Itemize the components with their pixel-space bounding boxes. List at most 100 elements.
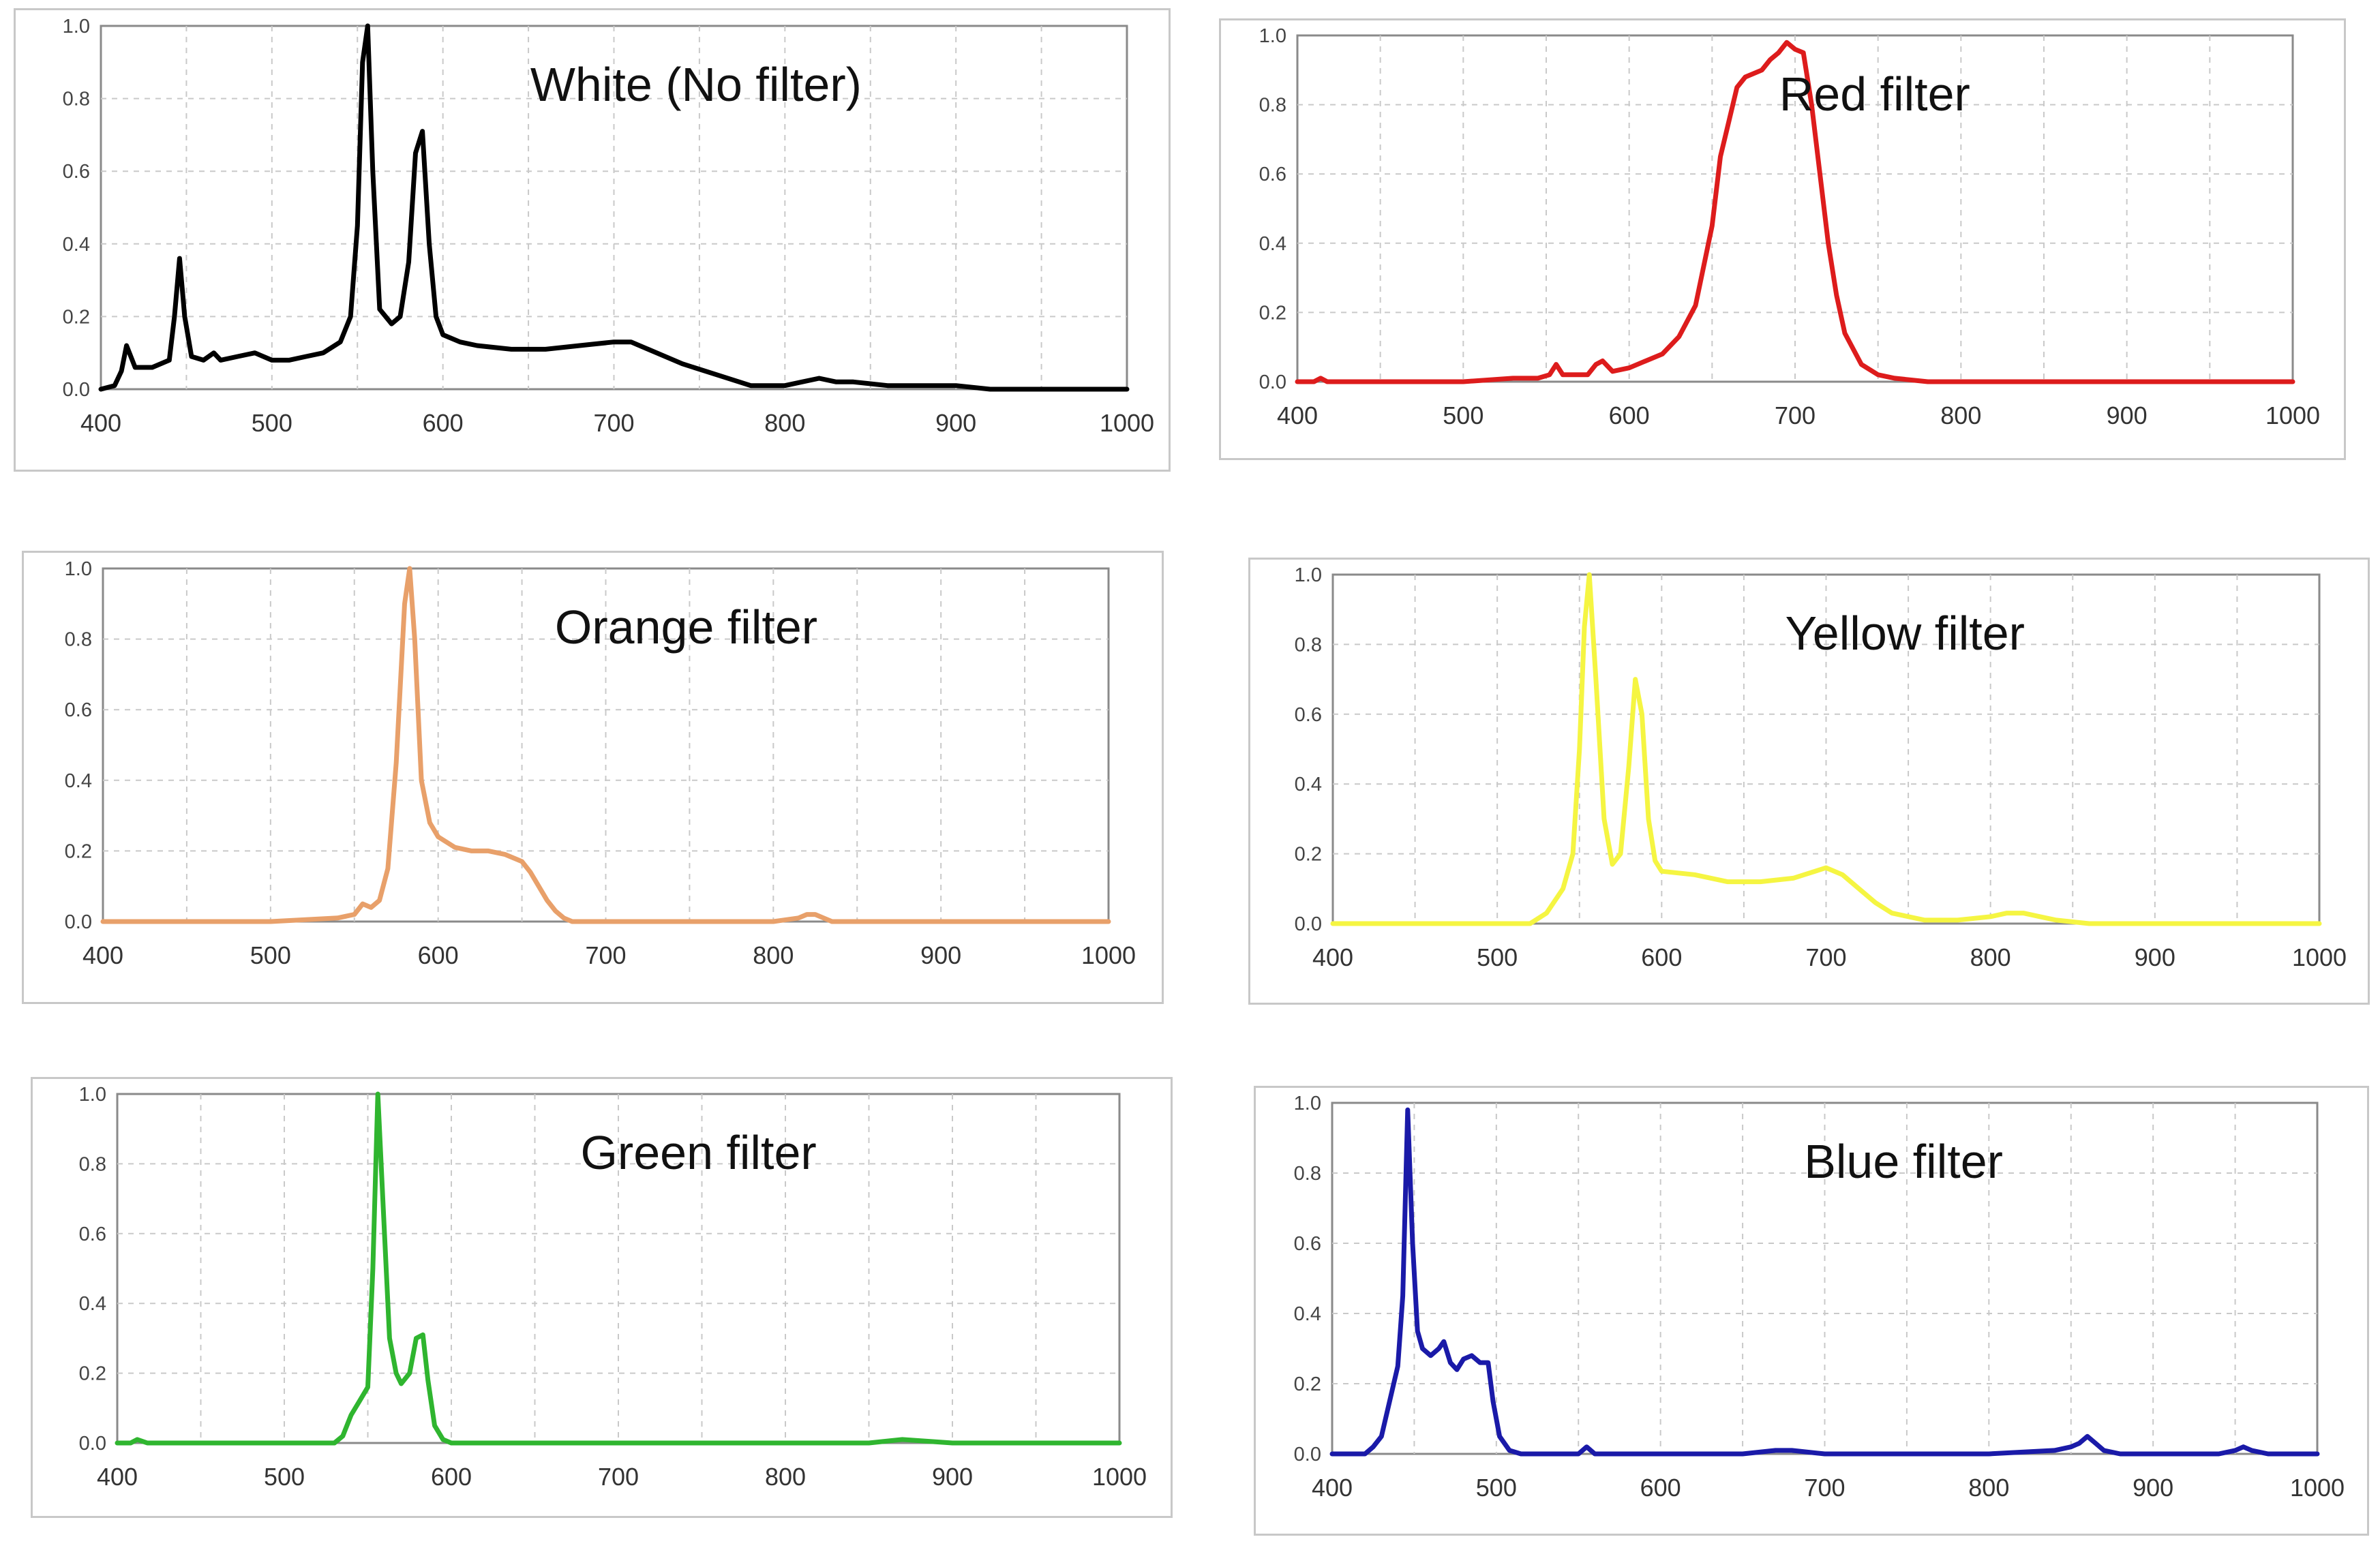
chart-panel-orange: 0.0 0.2 0.4 0.6 0.8 1.0 400 500 600 700 800 900 1000… <box>22 551 1164 1004</box>
x-tick-label: 900 <box>920 941 961 969</box>
x-tick-label: 700 <box>1804 1474 1845 1502</box>
x-tick-label: 400 <box>1277 401 1318 429</box>
series-line <box>1330 572 2322 926</box>
x-tick-label: 1000 <box>1081 941 1136 969</box>
x-tick-label: 1000 <box>1100 409 1154 437</box>
x-tick-label: 1000 <box>2292 943 2347 971</box>
chart-panel-yellow: 0.0 0.2 0.4 0.6 0.8 1.0 400 500 600 700 800 900 1000… <box>1248 558 2370 1005</box>
chart-panel-green: 0.0 0.2 0.4 0.6 0.8 1.0 400 500 600 700 800 900 1000… <box>31 1077 1173 1518</box>
x-tick-label: 800 <box>765 1463 806 1491</box>
y-tick-label: 0.6 <box>1294 1233 1321 1255</box>
x-tick-label: 900 <box>2133 1474 2173 1502</box>
series-line <box>115 1091 1122 1446</box>
chart-blue-filter: 0.0 0.2 0.4 0.6 0.8 1.0 400 500 600 700 800 900 1000… <box>1294 1093 2345 1502</box>
x-tick-label: 900 <box>935 409 976 437</box>
x-tick-label: 600 <box>418 941 459 969</box>
y-tick-label: 0.6 <box>79 1224 106 1245</box>
y-tick-label: 0.6 <box>63 161 90 183</box>
y-tick-label: 0.2 <box>1294 1373 1321 1395</box>
x-tick-label: 400 <box>1312 943 1353 971</box>
x-tick-label: 800 <box>753 941 794 969</box>
chart-title: Red filter <box>1779 67 1970 121</box>
x-tick-label: 900 <box>932 1463 973 1491</box>
x-tick-label: 700 <box>593 409 634 437</box>
x-tick-label: 500 <box>252 409 292 437</box>
x-tick-label: 500 <box>1476 1474 1517 1502</box>
x-tick-label: 400 <box>1312 1474 1353 1502</box>
x-tick-label: 900 <box>2107 401 2148 429</box>
x-tick-label: 600 <box>1641 943 1682 971</box>
x-tick-label: 600 <box>1640 1474 1681 1502</box>
y-tick-label: 0.0 <box>63 379 90 401</box>
series-line <box>1329 1107 2320 1457</box>
series-line <box>100 566 1111 924</box>
chart-white-no-filter: 0.0 0.2 0.4 0.6 0.8 1.0 400 500 600 700 800 900 1000… <box>63 16 1154 437</box>
y-tick-label: 0.4 <box>1295 774 1322 795</box>
y-tick-label: 1.0 <box>65 558 92 580</box>
y-tick-label: 1.0 <box>1259 25 1286 47</box>
y-tick-label: 0.8 <box>79 1153 106 1175</box>
y-tick-label: 1.0 <box>79 1084 106 1106</box>
y-tick-label: 0.6 <box>1259 164 1286 185</box>
x-tick-label: 500 <box>1443 401 1483 429</box>
y-tick-label: 0.2 <box>1295 844 1322 866</box>
y-tick-label: 0.2 <box>1259 302 1286 324</box>
x-tick-label: 1000 <box>1092 1463 1147 1491</box>
y-tick-label: 0.6 <box>65 699 92 721</box>
x-tick-label: 800 <box>1940 401 1981 429</box>
y-tick-label: 0.2 <box>79 1363 106 1385</box>
x-tick-label: 800 <box>1968 1474 2009 1502</box>
chart-title: Orange filter <box>555 601 817 654</box>
y-tick-label: 0.8 <box>63 89 90 110</box>
y-tick-label: 0.0 <box>1259 371 1286 393</box>
chart-title: Green filter <box>580 1126 816 1179</box>
chart-orange-filter: 0.0 0.2 0.4 0.6 0.8 1.0 400 500 600 700 800 900 1000… <box>65 558 1136 969</box>
chart-panel-white: 0.0 0.2 0.4 0.6 0.8 1.0 400 500 600 700 800 900 1000… <box>14 8 1171 472</box>
plot-area <box>100 25 1128 391</box>
y-tick-label: 0.8 <box>1295 634 1322 656</box>
y-tick-label: 0.8 <box>65 629 92 651</box>
x-tick-label: 700 <box>585 941 626 969</box>
y-tick-label: 1.0 <box>1294 1093 1321 1114</box>
y-tick-label: 1.0 <box>63 16 90 37</box>
y-tick-label: 0.4 <box>1294 1303 1321 1325</box>
y-tick-label: 0.8 <box>1294 1163 1321 1185</box>
x-tick-label: 400 <box>82 941 123 969</box>
chart-title: Blue filter <box>1804 1135 2003 1188</box>
x-tick-label: 400 <box>80 409 121 437</box>
y-tick-label: 0.4 <box>79 1293 106 1315</box>
y-tick-label: 0.4 <box>63 234 90 256</box>
x-tick-label: 800 <box>1970 943 2011 971</box>
chart-green-filter: 0.0 0.2 0.4 0.6 0.8 1.0 400 500 600 700 800 900 1000… <box>79 1084 1147 1491</box>
y-tick-label: 0.0 <box>1295 913 1322 935</box>
chart-yellow-filter: 0.0 0.2 0.4 0.6 0.8 1.0 400 500 600 700 800 900 1000… <box>1295 564 2347 971</box>
x-tick-label: 700 <box>1775 401 1816 429</box>
x-tick-label: 800 <box>764 409 805 437</box>
x-tick-label: 1000 <box>2290 1474 2345 1502</box>
x-tick-label: 1000 <box>2265 401 2320 429</box>
y-tick-label: 0.6 <box>1295 704 1322 726</box>
y-tick-label: 0.4 <box>65 770 92 792</box>
y-tick-label: 0.0 <box>65 911 92 933</box>
x-tick-label: 600 <box>431 1463 472 1491</box>
x-tick-label: 900 <box>2135 943 2175 971</box>
chart-title: White (No filter) <box>530 58 862 111</box>
series-line <box>1295 40 2295 384</box>
y-tick-label: 0.2 <box>65 840 92 862</box>
y-tick-label: 0.2 <box>63 306 90 328</box>
y-tick-label: 1.0 <box>1295 564 1322 586</box>
chart-title: Yellow filter <box>1786 607 2025 660</box>
chart-panel-blue: 0.0 0.2 0.4 0.6 0.8 1.0 400 500 600 700 800 900 1000… <box>1254 1086 2369 1536</box>
x-tick-label: 600 <box>1609 401 1650 429</box>
y-tick-label: 0.0 <box>79 1433 106 1455</box>
x-tick-label: 700 <box>598 1463 639 1491</box>
series-line <box>98 23 1130 392</box>
x-tick-label: 500 <box>250 941 291 969</box>
x-tick-label: 400 <box>97 1463 138 1491</box>
x-tick-label: 500 <box>264 1463 305 1491</box>
chart-panel-red: 0.0 0.2 0.4 0.6 0.8 1.0 400 500 600 700 800 900 1000… <box>1219 18 2346 460</box>
y-tick-label: 0.0 <box>1294 1444 1321 1465</box>
y-tick-label: 0.4 <box>1259 233 1286 255</box>
y-tick-label: 0.8 <box>1259 95 1286 117</box>
x-tick-label: 600 <box>423 409 464 437</box>
